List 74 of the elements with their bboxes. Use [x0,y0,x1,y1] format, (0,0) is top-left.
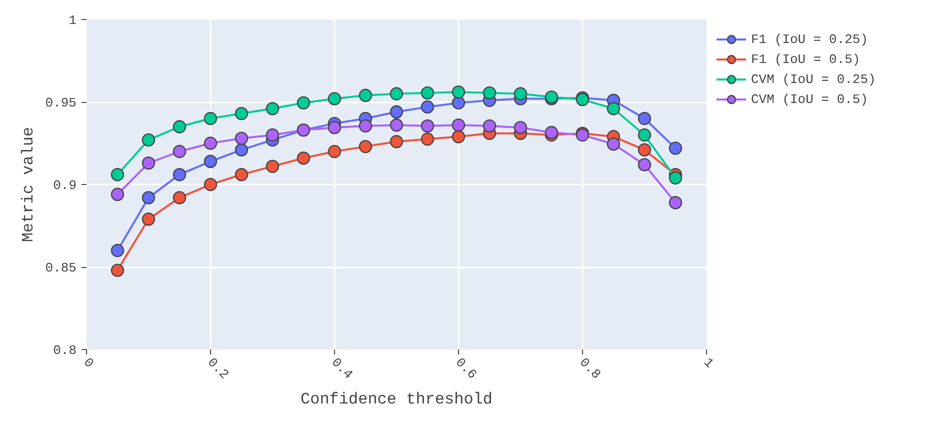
x-tick-label: 0.6 [452,354,480,382]
y-tick-label: 0.9 [53,178,76,193]
legend-label: CVM (IoU = 0.25) [751,70,876,88]
point [452,96,466,110]
point [234,106,248,120]
point [204,136,218,150]
x-tick-label: 0.2 [204,354,232,382]
point [204,112,218,126]
point [172,144,186,158]
y-axis-title: Metric value [19,126,38,242]
point [234,132,248,145]
x-tick-label: 0.4 [328,354,356,382]
y-tick-label: 0.95 [45,96,77,110]
point [544,126,558,140]
point [420,86,434,100]
point [142,133,156,147]
point [358,88,372,102]
point [638,143,652,156]
x-tick-label: 0.8 [576,354,604,382]
point [266,160,280,173]
point [172,191,186,204]
legend-label: F1 (IoU = 0.5) [751,50,860,68]
point [296,152,310,165]
point [328,92,342,106]
y-tick-label: 1 [68,13,77,28]
point [452,118,466,132]
point [142,156,156,170]
point [266,102,280,116]
point [358,140,372,154]
point [142,191,156,204]
y-tick-label: 0.8 [53,343,76,358]
point [606,137,620,151]
point [266,128,280,142]
x-axis-title: Confidence threshold [300,390,493,408]
point [172,168,186,182]
point [110,264,124,277]
point [668,142,682,155]
point [328,120,342,134]
point [390,118,404,132]
point [606,102,620,116]
point [204,154,218,168]
x-tick-label: 0 [80,354,97,372]
point [390,135,404,148]
point [668,196,682,210]
point [420,132,434,146]
x-tick-label: 1 [700,354,717,372]
point [482,119,496,133]
legend-label: CVM (IoU = 0.5) [751,90,868,108]
point [358,119,372,133]
point [328,144,342,158]
point [668,171,682,184]
point [452,86,466,99]
point [110,244,124,258]
point [390,105,404,118]
point [452,130,466,144]
point [234,143,248,156]
point [482,86,496,100]
point [110,188,124,201]
point [390,87,404,100]
point [638,158,652,172]
point [420,119,434,133]
point [420,100,434,114]
point [172,120,186,134]
point [234,168,248,182]
point [514,87,528,100]
y-tick-label: 0.85 [45,260,77,276]
point [638,128,652,142]
point [110,168,124,182]
point [142,212,156,226]
point [204,178,218,192]
point [296,96,310,110]
point [638,112,652,126]
legend-label: F1 (IoU = 0.25) [751,30,868,48]
point [514,120,528,134]
